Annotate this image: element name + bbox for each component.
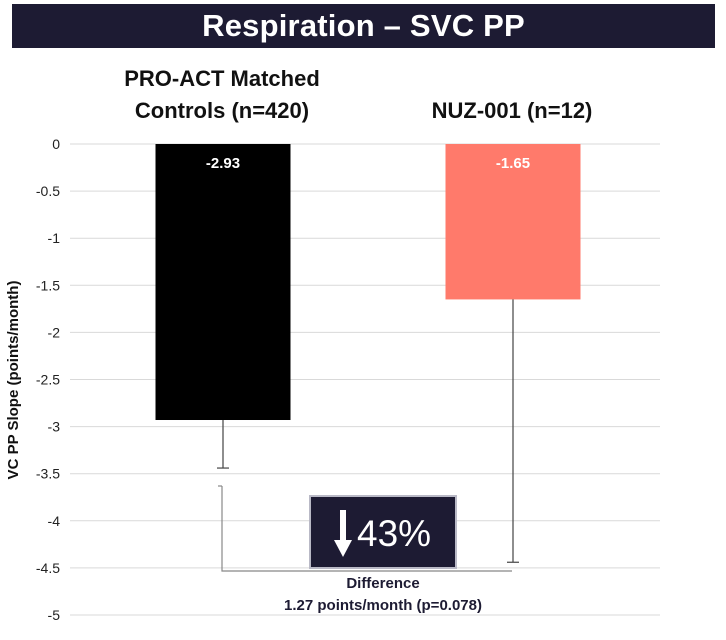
percent-callout: 43% — [309, 495, 457, 569]
bar — [155, 144, 291, 421]
category-label-line: NUZ-001 (n=12) — [432, 98, 593, 123]
y-tick-label: -3.5 — [36, 466, 60, 482]
category-label: PRO-ACT Matched Controls (n=420) — [124, 66, 320, 123]
y-tick-label: -5 — [48, 607, 61, 623]
difference-text-line: Difference — [346, 575, 419, 592]
down-arrow-icon — [334, 510, 352, 557]
difference-bracket — [218, 485, 512, 572]
y-tick-label: -4.5 — [36, 560, 60, 576]
y-tick-label: -0.5 — [36, 183, 60, 199]
y-tick-label: 0 — [52, 136, 60, 152]
error-bars — [217, 299, 519, 563]
value-labels: -2.93 -1.65 — [206, 155, 530, 172]
difference-text-line: 1.27 points/month (p=0.078) — [284, 597, 482, 614]
y-tick-label: -1.5 — [36, 277, 60, 293]
callout-percent: 43% — [357, 513, 431, 554]
y-tick-label: -1 — [48, 230, 61, 246]
bar — [445, 144, 581, 300]
value-label: -2.93 — [206, 155, 240, 172]
callout-box — [309, 495, 457, 569]
y-tick-label: -4 — [48, 513, 61, 529]
y-tick-label: -3 — [48, 419, 61, 435]
difference-label: Difference 1.27 points/month (p=0.078) — [284, 575, 482, 614]
bars — [155, 144, 581, 421]
error-bar — [507, 299, 519, 563]
y-axis-label: VC PP Slope (points/month) — [5, 281, 22, 480]
chart-title: Respiration – SVC PP — [12, 4, 715, 48]
category-labels: PRO-ACT Matched Controls (n=420) NUZ-001 (… — [124, 66, 592, 123]
category-label-line: PRO-ACT Matched — [124, 66, 320, 91]
value-label: -1.65 — [496, 155, 530, 172]
y-tick-label: -2 — [48, 324, 61, 340]
category-label-line: Controls (n=420) — [135, 98, 309, 123]
error-bar — [217, 420, 229, 469]
bracket-line — [221, 486, 512, 572]
category-label: NUZ-001 (n=12) — [432, 98, 593, 123]
y-axis-ticks: 0 -0.5 -1 -1.5 -2 -2.5 -3 -3.5 -4 -4.5 -5 — [36, 136, 60, 623]
y-tick-label: -2.5 — [36, 372, 60, 388]
